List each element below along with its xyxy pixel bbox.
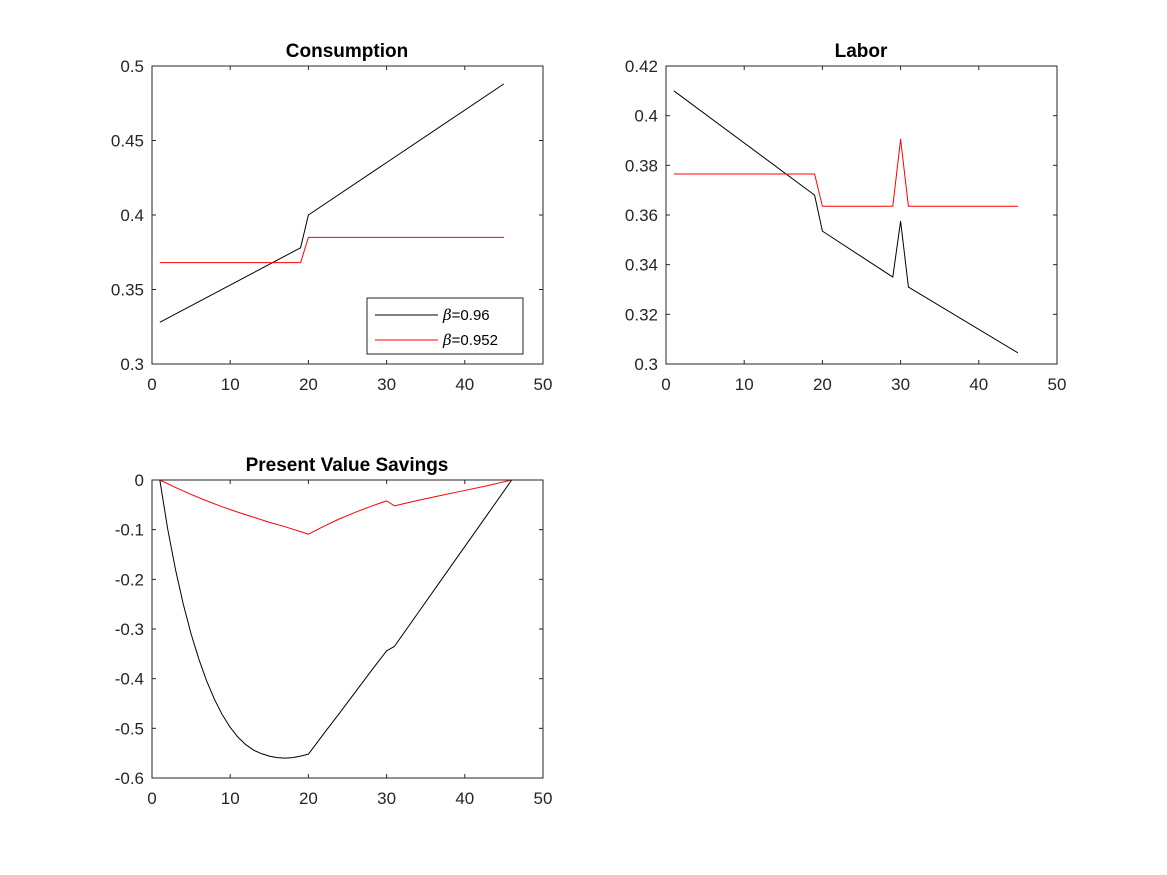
consumption-x-tick-label: 40 [455, 375, 474, 394]
present-value-savings-y-tick-label: -0.3 [115, 620, 144, 639]
labor-y-tick-label: 0.34 [625, 256, 658, 275]
labor-x-tick-label: 20 [813, 375, 832, 394]
consumption-y-tick-label: 0.5 [120, 57, 144, 76]
labor-x-tick-label: 40 [969, 375, 988, 394]
legend-value-0.952: =0.952 [452, 332, 498, 349]
labor-y-tick-label: 0.36 [625, 206, 658, 225]
consumption-y-tick-label: 0.4 [120, 206, 144, 225]
present-value-savings-x-tick-label: 0 [147, 789, 156, 808]
consumption-y-tick-label: 0.35 [111, 281, 144, 300]
consumption-y-tick-label: 0.45 [111, 132, 144, 151]
legend-beta-symbol-0.952: β [442, 331, 452, 349]
consumption-x-tick-label: 10 [221, 375, 240, 394]
labor-series-2-line [673, 138, 1018, 207]
labor-x-tick-label: 0 [661, 375, 670, 394]
consumption-series-1-line [159, 83, 505, 323]
legend-label-beta-0.952: β=0.952 [442, 331, 498, 349]
legend-box [366, 297, 524, 355]
present-value-savings-y-tick-label: -0.5 [115, 719, 144, 738]
labor-y-tick-label: 0.42 [625, 57, 658, 76]
labor-y-tick-label: 0.32 [625, 305, 658, 324]
consumption-series-2-line [159, 236, 504, 264]
present-value-savings-axes-box [151, 479, 544, 779]
consumption-x-tick-label: 30 [377, 375, 396, 394]
consumption-legend: β=0.96 β=0.952 [366, 297, 524, 355]
present-value-savings-y-tick-label: -0.6 [115, 769, 144, 788]
present-value-savings-y-tick-label: 0 [135, 471, 144, 490]
present-value-savings-chart: Present Value Savings 0 10 20 30 40 50 -0.6 -0.… [115, 455, 553, 808]
labor-series-1-line [673, 90, 1019, 354]
legend-beta-symbol-0.96: β [442, 306, 452, 324]
consumption-title: Consumption [286, 41, 408, 62]
labor-x-tick-label: 10 [735, 375, 754, 394]
labor-y-tick-label: 0.38 [625, 156, 658, 175]
present-value-savings-x-tick-label: 40 [455, 789, 474, 808]
present-value-savings-y-tick-label: -0.4 [115, 670, 144, 689]
consumption-axes-box [151, 65, 544, 365]
labor-axes-box [665, 65, 1058, 365]
consumption-x-tick-label: 0 [147, 375, 156, 394]
consumption-x-tick-label: 20 [299, 375, 318, 394]
labor-plot-area [666, 66, 1057, 364]
present-value-savings-title: Present Value Savings [246, 455, 449, 476]
present-value-savings-series-1-line [159, 479, 513, 759]
present-value-savings-series-2-line [159, 479, 512, 535]
present-value-savings-plot-area [152, 480, 543, 778]
present-value-savings-y-tick-label: -0.1 [115, 521, 144, 540]
consumption-y-tick-label: 0.3 [120, 355, 144, 374]
labor-y-tick-label: 0.4 [634, 107, 658, 126]
present-value-savings-y-tick-label: -0.2 [115, 570, 144, 589]
consumption-x-tick-label: 50 [534, 375, 553, 394]
present-value-savings-x-tick-label: 50 [534, 789, 553, 808]
present-value-savings-x-tick-label: 30 [377, 789, 396, 808]
labor-x-tick-label: 50 [1048, 375, 1067, 394]
present-value-savings-x-tick-label: 10 [221, 789, 240, 808]
labor-y-tick-label: 0.3 [634, 355, 658, 374]
legend-label-beta-0.96: β=0.96 [442, 306, 490, 324]
present-value-savings-x-tick-label: 20 [299, 789, 318, 808]
labor-chart: Labor 0 10 20 30 40 50 0.3 0.32 0.34 0.36 0.38 0.4 0… [625, 41, 1067, 394]
labor-title: Labor [835, 41, 888, 62]
legend-value-0.96: =0.96 [452, 307, 490, 324]
labor-x-tick-label: 30 [891, 375, 910, 394]
